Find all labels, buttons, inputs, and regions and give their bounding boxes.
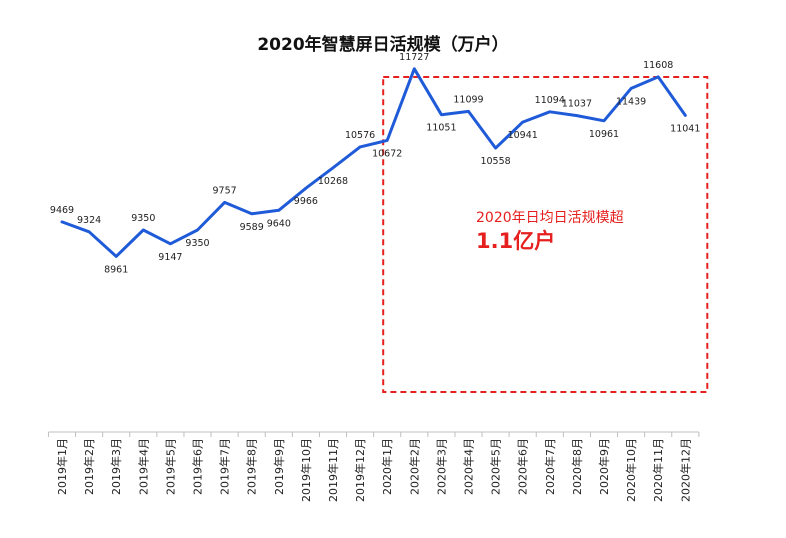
x-tick-label: 2020年8月 xyxy=(570,438,584,495)
x-tick-label: 2020年7月 xyxy=(543,438,557,495)
data-label: 9147 xyxy=(158,252,182,263)
x-tick-label: 2020年11月 xyxy=(651,438,665,502)
highlight-note-text: 2020年日均日活规模超 xyxy=(476,210,624,226)
x-tick-label: 2020年6月 xyxy=(516,438,530,495)
data-label: 9324 xyxy=(77,215,101,226)
x-tick-label: 2019年5月 xyxy=(163,438,177,495)
x-tick-label: 2019年1月 xyxy=(55,438,69,495)
x-tick-label: 2020年2月 xyxy=(407,438,421,495)
x-tick-label: 2019年2月 xyxy=(82,438,96,495)
x-tick-label: 2019年6月 xyxy=(191,438,205,495)
x-tick-label: 2019年11月 xyxy=(326,438,340,502)
x-tick-label: 2019年4月 xyxy=(136,438,150,495)
data-label: 11037 xyxy=(562,99,592,110)
data-label: 11051 xyxy=(426,123,456,134)
data-label: 10576 xyxy=(345,130,375,141)
data-label: 9350 xyxy=(131,213,155,224)
x-tick-label: 2019年12月 xyxy=(353,438,367,502)
data-label: 9966 xyxy=(294,196,318,207)
data-label: 8961 xyxy=(104,264,128,275)
data-label: 11608 xyxy=(643,60,673,71)
series-line xyxy=(60,67,687,258)
x-tick-label: 2020年9月 xyxy=(597,438,611,495)
x-tick-label: 2019年8月 xyxy=(245,438,259,495)
x-tick-label: 2020年10月 xyxy=(624,438,638,502)
data-label: 11041 xyxy=(670,123,700,134)
data-label: 9757 xyxy=(213,185,237,196)
highlight-box-2020 xyxy=(382,76,709,393)
data-label: 11727 xyxy=(399,52,429,63)
x-tick-label: 2019年9月 xyxy=(272,438,286,495)
data-label: 10268 xyxy=(318,176,348,187)
chart-title: 2020年智慧屏日活规模（万户） xyxy=(257,34,508,55)
x-tick-label: 2019年3月 xyxy=(109,438,123,495)
x-tick-label: 2019年7月 xyxy=(218,438,232,495)
data-label: 10558 xyxy=(480,156,510,167)
data-label: 9589 xyxy=(240,222,264,233)
data-label: 9350 xyxy=(185,238,209,249)
x-tick-label: 2020年3月 xyxy=(434,438,448,495)
data-label: 9469 xyxy=(50,205,74,216)
data-label: 11439 xyxy=(616,96,646,107)
x-axis-ticks xyxy=(47,432,700,437)
data-label: 10941 xyxy=(508,130,538,141)
data-label: 11099 xyxy=(453,94,483,105)
x-tick-label: 2020年1月 xyxy=(380,438,394,495)
highlight-note-value: 1.1亿户 xyxy=(476,229,555,253)
data-label: 11094 xyxy=(535,95,565,106)
x-tick-label: 2019年10月 xyxy=(299,438,313,502)
x-tick-label: 2020年4月 xyxy=(462,438,476,495)
x-tick-label: 2020年5月 xyxy=(489,438,503,495)
x-axis-labels: 2019年1月 2019年2月 2019年3月 2019年4月 2019年5月 2019年… xyxy=(55,438,692,502)
x-tick-label: 2020年12月 xyxy=(678,438,692,502)
data-label: 9640 xyxy=(267,218,291,229)
data-label: 10961 xyxy=(589,129,619,140)
data-label: 10672 xyxy=(372,148,402,159)
